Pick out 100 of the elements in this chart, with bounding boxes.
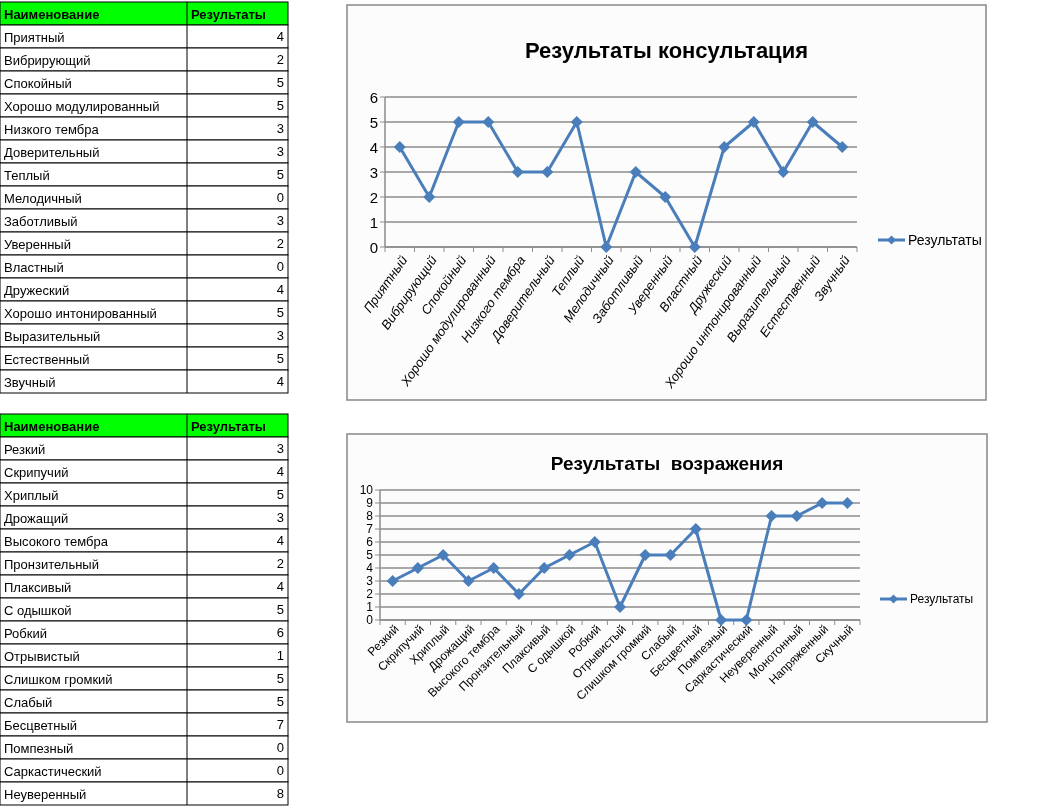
category-label: Неуверенный (4, 786, 87, 801)
category-label: Приятный (4, 29, 65, 44)
data-label: 4 (276, 533, 284, 548)
category-label: Мелодичный (4, 190, 82, 205)
data-label: 0 (276, 763, 284, 778)
text: Наименование (4, 418, 100, 433)
y-tick-label: 8 (366, 509, 374, 523)
point (689, 523, 702, 535)
chart-title: Результаты возражения (550, 453, 784, 474)
point (664, 549, 677, 561)
point (718, 141, 731, 153)
y-tick-label: 2 (366, 587, 374, 601)
y-tick-label: 4 (366, 561, 374, 575)
point (482, 116, 495, 128)
data-label: 4 (276, 464, 284, 479)
y-tick-label: 6 (369, 88, 378, 106)
category-label: Низкого тембра (4, 121, 100, 136)
y-tick-label: 7 (366, 522, 374, 536)
point (411, 562, 424, 574)
series-label: Результаты (191, 418, 266, 433)
data-label: 0 (276, 259, 284, 274)
point (563, 549, 576, 561)
data-label: 3 (276, 510, 284, 525)
point (386, 575, 399, 587)
data-label: 5 (276, 167, 284, 182)
data-label: 6 (276, 625, 284, 640)
y-tick-label: 10 (359, 483, 374, 497)
point (437, 549, 450, 561)
data-label: 2 (276, 52, 284, 67)
point (452, 116, 465, 128)
data-label: 2 (276, 556, 284, 571)
category-label: Пронзительный (4, 556, 99, 571)
category-label: Саркастический (4, 763, 102, 778)
text: Наименование (4, 6, 100, 21)
data-label: 4 (276, 579, 284, 594)
data-label: 5 (276, 305, 284, 320)
point (423, 191, 436, 203)
point (538, 562, 551, 574)
y-tick-label: 5 (369, 113, 378, 131)
y-tick-label: 6 (366, 535, 374, 549)
y-tick-label: 0 (369, 238, 378, 256)
category-label: Плаксивый (4, 579, 72, 594)
data-label: 5 (276, 602, 284, 617)
category-label: Доверительный (4, 144, 100, 159)
legend-label: Результаты (910, 592, 974, 606)
y-tick-label: 5 (366, 548, 374, 562)
data-label: 0 (276, 190, 284, 205)
point (688, 241, 701, 253)
category-label: Бесцветный (4, 717, 78, 732)
category-label: Вибрирующий (4, 52, 91, 67)
data-label: 5 (276, 75, 284, 90)
point (747, 116, 760, 128)
point (614, 601, 626, 613)
point (570, 116, 583, 128)
point (541, 166, 554, 178)
point (777, 166, 790, 178)
data-label: 5 (276, 487, 284, 502)
data-label: 5 (276, 694, 284, 709)
category-label: Высокого тембра (4, 533, 109, 548)
data-label: 3 (276, 144, 284, 159)
data-label: 4 (276, 282, 284, 297)
data-label: 3 (276, 121, 284, 136)
point (806, 116, 819, 128)
point (765, 510, 778, 522)
category-label: Хорошо модулированный (4, 98, 160, 113)
category-label: Дрожащий (4, 510, 69, 525)
y-tick-label: 1 (369, 213, 378, 231)
point (841, 497, 854, 509)
category-label: Помпезный (4, 740, 74, 755)
point (512, 588, 525, 600)
point (629, 166, 642, 178)
chart-title: Результаты консультация (524, 38, 809, 63)
y-tick-label: 4 (369, 138, 378, 156)
category-label: Естественный (4, 351, 90, 366)
series-label: Результаты (191, 6, 266, 21)
data-label: 5 (276, 98, 284, 113)
point (600, 241, 613, 253)
y-tick-label: 1 (366, 600, 374, 614)
data-label: 3 (276, 213, 284, 228)
y-tick-label: 2 (369, 188, 378, 206)
point (462, 575, 475, 587)
y-tick-label: 9 (366, 496, 374, 510)
point (659, 191, 672, 203)
data-label: 5 (276, 671, 284, 686)
category-label: Теплый (4, 167, 50, 182)
point (511, 166, 524, 178)
data-label: 3 (276, 441, 284, 456)
data-label: 7 (276, 717, 284, 732)
category-label: С одышкой (4, 602, 72, 617)
category-label: Скрипучий (4, 464, 69, 479)
data-label: 4 (276, 374, 284, 389)
data-label: 3 (276, 328, 284, 343)
category-label: Уверенный (4, 236, 71, 251)
category-label: Хриплый (4, 487, 59, 502)
data-label: 4 (276, 29, 284, 44)
data-label: 8 (276, 786, 284, 801)
y-tick-label: 3 (369, 163, 378, 181)
category-label: Резкий (4, 441, 46, 456)
category-label: Спокойный (4, 75, 72, 90)
y-tick-label: 3 (366, 574, 374, 588)
